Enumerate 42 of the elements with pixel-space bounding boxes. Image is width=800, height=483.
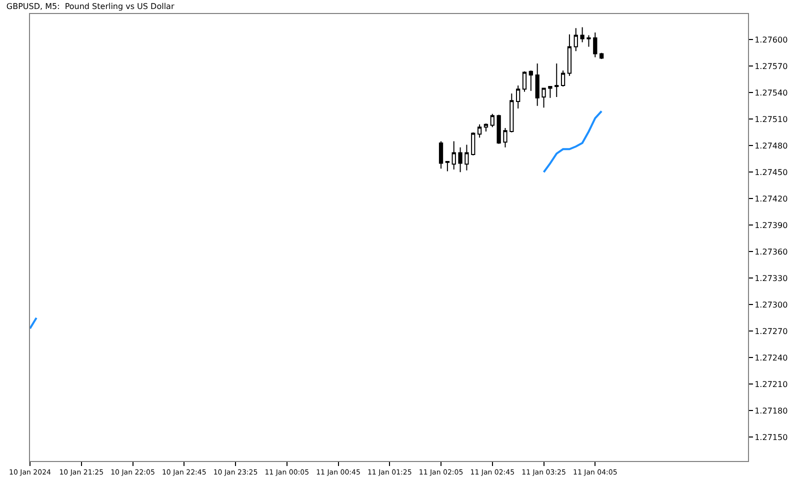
candlestick — [586, 34, 591, 48]
candlestick — [496, 114, 501, 144]
candlestick — [542, 88, 546, 108]
candlestick — [471, 132, 476, 156]
candlestick — [516, 85, 520, 110]
y-tick-label: 1.27360 — [754, 247, 788, 256]
candlestick — [593, 32, 598, 58]
y-tick-label: 1.27480 — [754, 141, 788, 150]
candlestick — [445, 161, 450, 172]
y-tick-label: 1.27300 — [754, 300, 788, 310]
candlestick — [503, 127, 508, 148]
y-tick-label: 1.27150 — [754, 432, 788, 442]
candlestick — [484, 123, 488, 132]
y-tick-label: 1.27600 — [754, 35, 788, 44]
candlestick — [477, 124, 482, 138]
candlestick — [535, 62, 540, 106]
candlestick — [574, 28, 578, 52]
candlestick — [452, 140, 456, 170]
y-tick-label: 1.27390 — [754, 220, 788, 230]
candlestick — [548, 86, 552, 98]
candlestick — [554, 62, 559, 98]
y-tick-label: 1.27330 — [754, 274, 788, 283]
candlestick — [464, 144, 469, 171]
y-tick-label: 1.27570 — [754, 62, 788, 71]
candlestick — [567, 34, 572, 76]
candlestick — [438, 140, 444, 170]
candlestick — [490, 113, 494, 128]
y-tick-label: 1.27180 — [754, 406, 788, 416]
candlestick — [580, 26, 584, 43]
candlestick — [458, 146, 462, 173]
y-tick-label: 1.27270 — [754, 326, 788, 336]
y-tick-label: 1.27540 — [754, 88, 788, 98]
candlestick — [560, 70, 566, 87]
chart-title: GBPUSD, M5: Pound Sterling vs US Dollar — [6, 2, 175, 11]
y-tick-label: 1.27420 — [754, 194, 788, 204]
candlestick — [528, 70, 533, 92]
y-tick-label: 1.27450 — [754, 168, 788, 177]
y-tick-label: 1.27210 — [754, 380, 788, 389]
candlestick — [510, 93, 514, 133]
y-tick-label: 1.27240 — [754, 353, 788, 362]
candlestick — [522, 70, 527, 92]
y-tick-label: 1.27510 — [754, 114, 788, 124]
